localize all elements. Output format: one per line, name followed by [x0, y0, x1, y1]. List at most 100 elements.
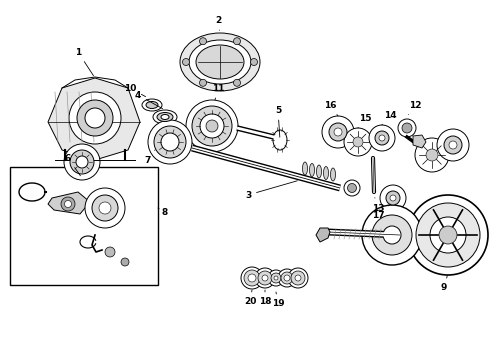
Polygon shape: [316, 228, 330, 242]
Ellipse shape: [302, 162, 308, 175]
Circle shape: [234, 38, 241, 45]
Text: 10: 10: [124, 84, 146, 96]
Circle shape: [415, 138, 449, 172]
Circle shape: [154, 126, 186, 158]
Circle shape: [105, 247, 115, 257]
Circle shape: [383, 226, 401, 244]
Text: 8: 8: [158, 207, 168, 216]
Text: 13: 13: [372, 198, 384, 212]
Text: 6: 6: [65, 153, 80, 176]
Circle shape: [334, 128, 342, 136]
Circle shape: [200, 114, 224, 138]
Circle shape: [234, 79, 241, 86]
Text: 2: 2: [215, 15, 221, 30]
Circle shape: [148, 120, 192, 164]
Ellipse shape: [161, 114, 169, 120]
Ellipse shape: [157, 112, 173, 122]
Circle shape: [291, 271, 305, 285]
Circle shape: [278, 269, 296, 287]
Circle shape: [244, 270, 260, 286]
Circle shape: [416, 203, 480, 267]
Circle shape: [379, 135, 385, 141]
Text: 15: 15: [358, 113, 371, 128]
Circle shape: [77, 100, 113, 136]
Ellipse shape: [273, 130, 287, 150]
Polygon shape: [48, 192, 90, 214]
Ellipse shape: [310, 163, 315, 176]
Polygon shape: [413, 135, 426, 148]
Circle shape: [241, 267, 263, 289]
Circle shape: [426, 149, 438, 161]
Circle shape: [186, 100, 238, 152]
Text: 19: 19: [271, 292, 284, 309]
Circle shape: [439, 226, 457, 244]
Circle shape: [362, 205, 422, 265]
Circle shape: [248, 274, 256, 282]
Text: 17: 17: [372, 205, 390, 220]
Circle shape: [353, 137, 363, 147]
Text: 1: 1: [75, 48, 94, 76]
Circle shape: [372, 215, 412, 255]
Circle shape: [347, 184, 357, 193]
Ellipse shape: [180, 33, 260, 91]
Circle shape: [408, 195, 488, 275]
Text: 3: 3: [245, 181, 297, 199]
Ellipse shape: [330, 168, 336, 181]
Circle shape: [255, 268, 275, 288]
Text: 11: 11: [212, 84, 224, 100]
Ellipse shape: [196, 45, 244, 79]
Circle shape: [295, 275, 301, 281]
Circle shape: [329, 123, 347, 141]
Circle shape: [70, 150, 94, 174]
Circle shape: [344, 180, 360, 196]
Circle shape: [64, 144, 100, 180]
Ellipse shape: [142, 99, 162, 111]
Circle shape: [192, 106, 232, 146]
Circle shape: [375, 131, 389, 145]
Circle shape: [76, 156, 88, 168]
Circle shape: [92, 195, 118, 221]
Circle shape: [380, 185, 406, 211]
Text: 14: 14: [382, 111, 396, 125]
Circle shape: [274, 276, 278, 280]
Circle shape: [69, 92, 121, 144]
Text: 16: 16: [324, 100, 338, 116]
Circle shape: [369, 125, 395, 151]
Circle shape: [65, 201, 72, 207]
Circle shape: [437, 129, 469, 161]
Circle shape: [199, 38, 206, 45]
Circle shape: [99, 202, 111, 214]
Circle shape: [250, 58, 258, 66]
Circle shape: [449, 141, 457, 149]
Bar: [10, 167, 158, 285]
Text: 9: 9: [441, 276, 447, 292]
Circle shape: [161, 133, 179, 151]
Circle shape: [402, 123, 412, 133]
Circle shape: [85, 188, 125, 228]
Circle shape: [61, 197, 75, 211]
Text: 7: 7: [145, 150, 155, 165]
Ellipse shape: [323, 166, 328, 180]
Text: 18: 18: [259, 290, 271, 306]
Ellipse shape: [146, 102, 158, 108]
Circle shape: [430, 217, 466, 253]
Circle shape: [284, 275, 290, 281]
Circle shape: [271, 273, 281, 283]
Text: 20: 20: [244, 290, 256, 306]
Text: 12: 12: [409, 100, 421, 115]
Circle shape: [398, 119, 416, 137]
Polygon shape: [48, 78, 140, 160]
Circle shape: [268, 270, 284, 286]
Ellipse shape: [317, 165, 321, 178]
Circle shape: [281, 272, 293, 284]
Text: 4: 4: [135, 90, 163, 109]
Circle shape: [344, 128, 372, 156]
Ellipse shape: [189, 40, 251, 84]
Circle shape: [288, 268, 308, 288]
Circle shape: [386, 191, 400, 205]
Circle shape: [206, 120, 218, 132]
Circle shape: [199, 79, 206, 86]
Circle shape: [85, 108, 105, 128]
Circle shape: [182, 58, 190, 66]
Circle shape: [258, 271, 272, 285]
